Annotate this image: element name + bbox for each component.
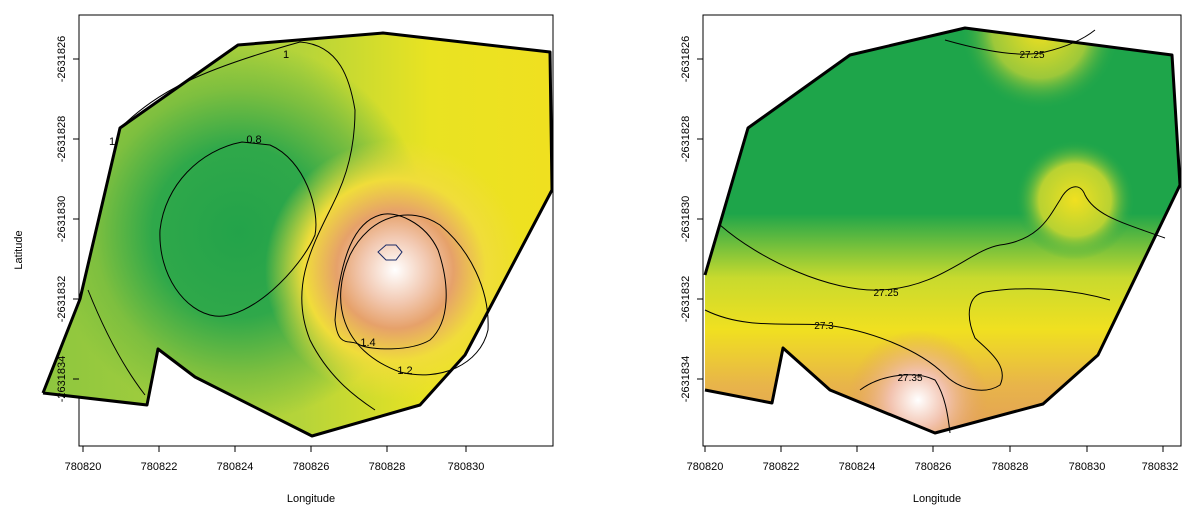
left-x-tick-label: 780820 bbox=[65, 461, 102, 473]
right-x-tick-label: 780822 bbox=[763, 461, 800, 473]
right-y-tick-label: -2631830 bbox=[680, 196, 692, 243]
left-contour-lines bbox=[87, 41, 489, 411]
right-x-tick-label: 780820 bbox=[687, 461, 724, 473]
left-contour-label-4: 1.4 bbox=[360, 337, 375, 349]
right-heat-surface bbox=[705, 28, 1180, 433]
left-x-tick-label: 780828 bbox=[369, 461, 406, 473]
right-contour-label-1: 27.25 bbox=[1019, 50, 1044, 61]
right-y-tick-label: -2631826 bbox=[680, 36, 692, 83]
right-y-tick-label: -2631832 bbox=[680, 276, 692, 323]
right-x-tick-label: 780830 bbox=[1069, 461, 1106, 473]
contour-27.35 bbox=[859, 374, 951, 434]
contour-27.25-mid bbox=[719, 186, 1166, 291]
right-y-tick-label: -2631834 bbox=[680, 356, 692, 403]
left-y-tick-label: -2631834 bbox=[56, 356, 68, 403]
left-field-boundary bbox=[41, 31, 554, 438]
contour-1-upper bbox=[119, 41, 356, 211]
left-x-tick-label: 780822 bbox=[141, 461, 178, 473]
left-contour-label-3: 1 bbox=[109, 136, 115, 148]
left-plot-frame bbox=[78, 14, 554, 447]
left-heat-surface bbox=[43, 33, 552, 436]
right-field-boundary bbox=[703, 26, 1182, 435]
right-plot-frame bbox=[702, 14, 1182, 447]
left-y-tick-label: -2631826 bbox=[56, 36, 68, 83]
right-x-axis-title: Longitude bbox=[913, 493, 961, 505]
contour-1-middle bbox=[301, 209, 376, 411]
right-x-axis bbox=[704, 446, 1164, 452]
contour-1.2 bbox=[340, 214, 489, 376]
right-contour-lines bbox=[704, 29, 1166, 434]
contour-27.25-top bbox=[944, 29, 1096, 55]
left-y-tick-label: -2631832 bbox=[56, 276, 68, 323]
left-contour-label-2: 0.8 bbox=[246, 134, 261, 146]
right-x-tick-label: 780826 bbox=[915, 461, 952, 473]
left-x-axis bbox=[82, 446, 467, 452]
left-x-axis-title: Longitude bbox=[287, 493, 335, 505]
left-y-tick-label: -2631830 bbox=[56, 196, 68, 243]
contour-1-lower bbox=[87, 289, 146, 396]
contour-1.4 bbox=[334, 213, 447, 350]
right-contour-label-3: 27.3 bbox=[814, 321, 834, 332]
contour-peak bbox=[377, 244, 403, 261]
right-contour-label-4: 27.35 bbox=[897, 373, 922, 384]
right-map-panel: 27.25 27.25 27.3 27.35 780820 780822 780… bbox=[680, 14, 1182, 505]
right-y-tick-label: -2631828 bbox=[680, 116, 692, 163]
right-x-tick-label: 780824 bbox=[839, 461, 876, 473]
left-x-tick-label: 780826 bbox=[293, 461, 330, 473]
left-y-tick-label: -2631828 bbox=[56, 116, 68, 163]
left-contour-label-1: 1 bbox=[283, 49, 289, 61]
left-y-axis bbox=[73, 58, 79, 380]
contour-27.3 bbox=[704, 288, 1111, 391]
left-y-axis-title: Latitude bbox=[13, 230, 25, 269]
right-contour-label-2: 27.25 bbox=[873, 288, 898, 299]
left-x-tick-label: 780824 bbox=[217, 461, 254, 473]
left-x-tick-label: 780830 bbox=[448, 461, 485, 473]
right-y-axis bbox=[697, 58, 703, 380]
contour-0.8 bbox=[159, 141, 317, 317]
right-x-tick-label: 780832 bbox=[1142, 461, 1179, 473]
left-contour-label-5: 1.2 bbox=[397, 365, 412, 377]
left-map-panel: 1 0.8 1 1.4 1.2 780820 780822 780824 780… bbox=[13, 14, 554, 505]
right-x-tick-label: 780828 bbox=[992, 461, 1029, 473]
